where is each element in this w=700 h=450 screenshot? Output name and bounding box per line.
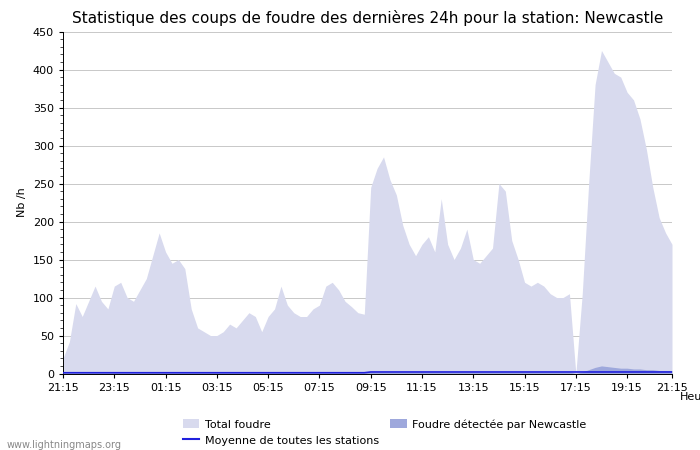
X-axis label: Heure: Heure	[680, 392, 700, 402]
Text: www.lightningmaps.org: www.lightningmaps.org	[7, 440, 122, 450]
Title: Statistique des coups de foudre des dernières 24h pour la station: Newcastle: Statistique des coups de foudre des dern…	[72, 10, 663, 26]
Legend: Total foudre, Moyenne de toutes les stations, Foudre détectée par Newcastle: Total foudre, Moyenne de toutes les stat…	[178, 414, 591, 450]
Y-axis label: Nb /h: Nb /h	[18, 188, 27, 217]
